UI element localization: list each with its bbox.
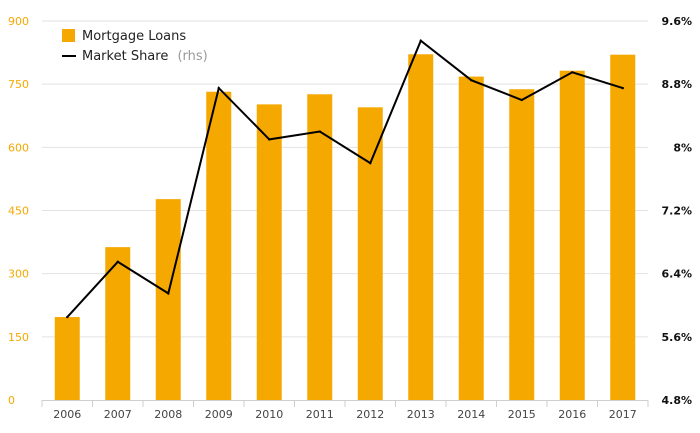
bar-2017 [610, 54, 636, 400]
market-share-point-2009 [217, 86, 220, 90]
y-left-tick-label: 450 [8, 205, 29, 218]
axis-layer: 0 150 300 450 600 750 900 4.8% 5.6% 6.4% 7.2% 8% 8.8… [8, 15, 692, 421]
market-share-point-2008 [167, 292, 170, 295]
market-share-point-2006 [66, 315, 69, 319]
x-tick-label: 2015 [508, 408, 536, 421]
market-share-point-2015 [520, 98, 523, 102]
legend-label-market-share-row: Market Share (rhs) [82, 45, 208, 64]
legend-label-market-share: Market Share [82, 49, 168, 64]
market-share-point-2017 [621, 86, 624, 90]
y-right-tick-label: 6.4% [661, 268, 692, 281]
bar-2016 [559, 70, 585, 401]
bar-2006 [54, 317, 80, 400]
y-left-tick-label: 750 [8, 78, 29, 91]
x-tick-label: 2013 [407, 408, 435, 421]
x-tick-label: 2012 [356, 408, 384, 421]
bar-2013 [408, 54, 434, 401]
x-tick-label: 2007 [104, 408, 132, 421]
y-left-tick-label: 900 [8, 15, 29, 28]
market-share-point-2010 [268, 138, 271, 141]
y-left-tick-label: 600 [8, 141, 29, 154]
market-share-point-2014 [470, 79, 473, 82]
legend-label-market-share-suffix: (rhs) [177, 49, 207, 64]
bar-2012 [357, 107, 383, 401]
legend-label-mortgage-loans: Mortgage Loans [82, 29, 186, 44]
legend: Mortgage Loans Market Share (rhs) [62, 29, 208, 64]
x-tick-label: 2009 [205, 408, 233, 421]
bar-2015 [509, 89, 535, 400]
y-right-tick-label: 4.8% [661, 394, 692, 407]
x-tick-label: 2011 [306, 408, 334, 421]
y-right-tick-label: 9.6% [661, 15, 692, 28]
market-share-point-2012 [369, 161, 372, 165]
y-left-tick-label: 0 [8, 394, 15, 407]
market-share-point-2007 [116, 260, 119, 264]
bar-2014 [458, 76, 484, 400]
market-share-point-2011 [318, 130, 321, 133]
x-tick-label: 2010 [255, 408, 283, 421]
legend-swatch-mortgage-loans [62, 29, 75, 42]
bar-2011 [307, 94, 333, 401]
y-right-tick-label: 8% [673, 141, 692, 154]
x-tick-label: 2006 [53, 408, 81, 421]
market-share-line [66, 39, 624, 318]
x-tick-label: 2008 [154, 408, 182, 421]
y-right-tick-label: 8.8% [661, 78, 692, 91]
y-left-tick-label: 300 [8, 268, 29, 281]
y-left-tick-label: 150 [8, 331, 29, 344]
bar-layer [54, 54, 636, 401]
x-tick-label: 2017 [609, 408, 637, 421]
x-tick-label: 2014 [457, 408, 485, 421]
y-right-tick-label: 5.6% [661, 331, 692, 344]
bar-2007 [105, 247, 131, 400]
bar-2009 [206, 91, 232, 400]
grid-layer [42, 20, 648, 338]
y-right-tick-label: 7.2% [661, 205, 692, 218]
market-share-point-2016 [571, 71, 574, 74]
bar-2008 [155, 199, 181, 400]
bar-2010 [256, 104, 282, 400]
line-layer [66, 39, 624, 319]
x-tick-label: 2016 [558, 408, 586, 421]
market-share-point-2013 [419, 39, 422, 42]
